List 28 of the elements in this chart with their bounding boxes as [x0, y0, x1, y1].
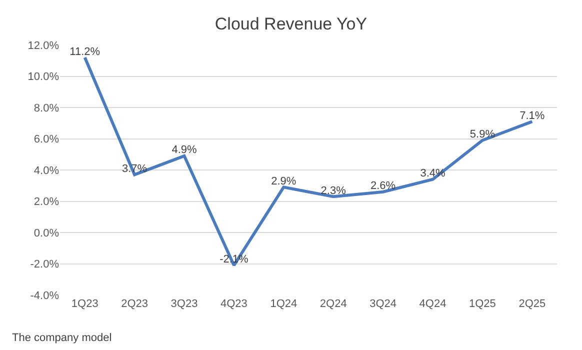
data-label: 4.9%	[172, 144, 197, 156]
x-tick-label: 1Q23	[71, 298, 98, 310]
y-tick-label: 6.0%	[34, 134, 60, 146]
x-tick-label: 4Q23	[220, 298, 248, 310]
data-label: 2.9%	[271, 175, 296, 188]
y-tick-label: 4.0%	[34, 164, 60, 177]
data-label: 5.9%	[470, 128, 496, 141]
y-tick-label: 10.0%	[28, 71, 60, 84]
x-tick-label: 2Q24	[320, 298, 347, 310]
chart-title: Cloud Revenue YoY	[214, 14, 368, 34]
x-tick-label: 1Q25	[468, 298, 496, 310]
y-tick-label: -2.0%	[30, 258, 60, 271]
x-tick-label: 4Q24	[419, 298, 446, 310]
y-tick-label: -4.0%	[30, 290, 60, 302]
y-tick-label: 2.0%	[34, 196, 60, 208]
x-tick-label: 2Q23	[121, 298, 148, 310]
text: The company model	[12, 332, 112, 344]
y-tick-label: 0.0%	[34, 227, 60, 240]
y-tick-label: 12.0%	[28, 40, 60, 52]
data-label: 11.2%	[70, 46, 100, 58]
y-tick-label: 8.0%	[34, 102, 60, 114]
x-tick-label: 1Q24	[270, 298, 298, 310]
x-tick-label: 2Q25	[518, 298, 546, 310]
data-label: 2.6%	[370, 180, 396, 192]
data-label: 2.3%	[320, 184, 346, 197]
data-label: 7.1%	[520, 110, 545, 122]
x-tick-label: 3Q24	[370, 298, 397, 310]
x-tick-label: 3Q23	[170, 298, 198, 310]
